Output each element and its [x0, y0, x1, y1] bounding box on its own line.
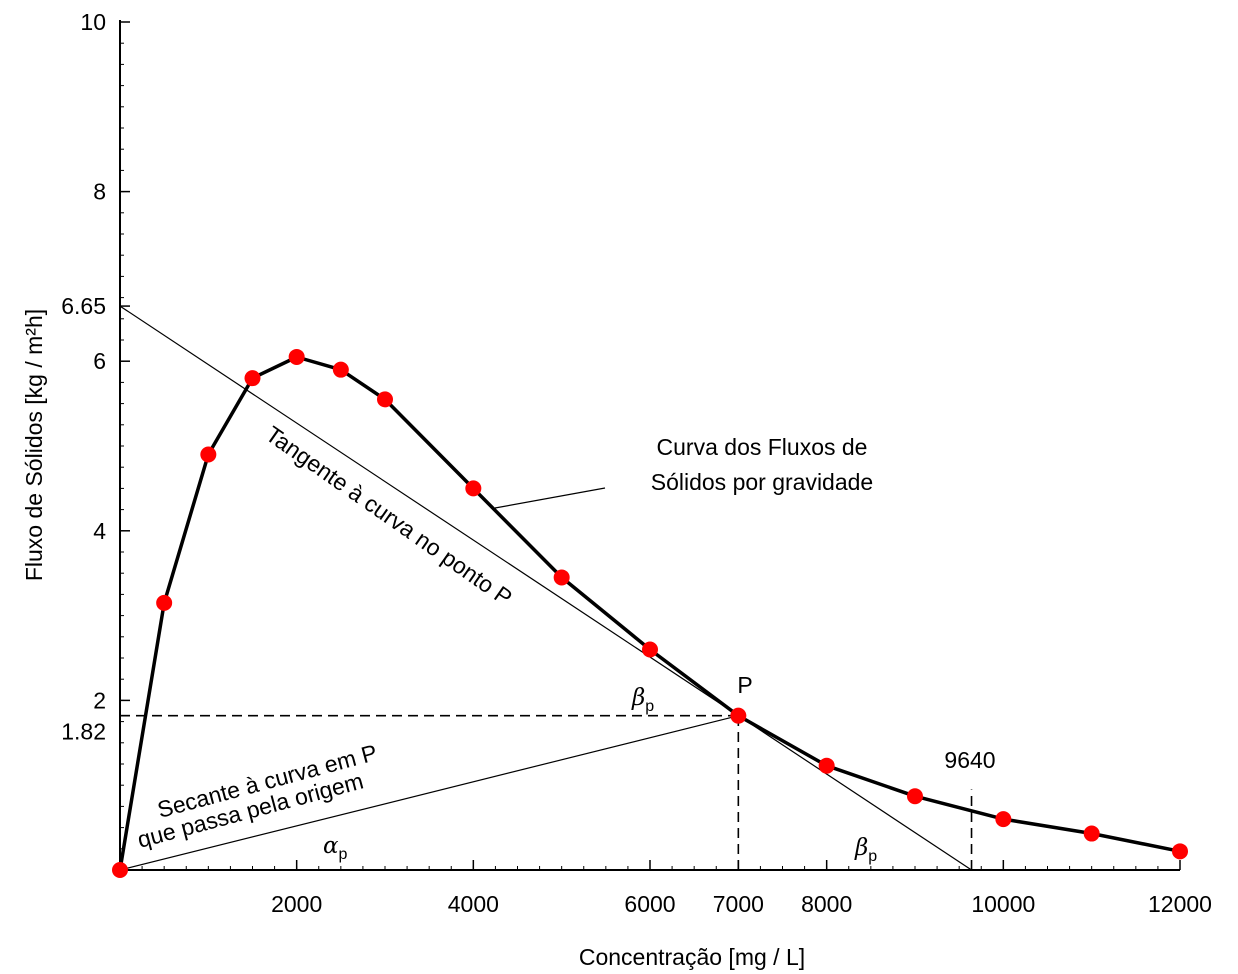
data-point [1083, 825, 1100, 842]
beta-p-label-lower: βp [854, 835, 877, 865]
flux-curve-line [118, 355, 1181, 871]
data-point [112, 862, 128, 878]
x-tick-label: 10000 [971, 891, 1035, 917]
tangent-secant-lines [119, 305, 972, 871]
data-point [377, 391, 393, 408]
x-tick-label: 6000 [624, 891, 675, 917]
y-axis-label: Fluxo de Sólidos [kg / m²h] [21, 309, 47, 581]
data-point [818, 757, 835, 774]
data-points [112, 348, 1188, 878]
y-tick-label: 4 [93, 518, 106, 544]
x-tick-label: 12000 [1148, 891, 1212, 917]
data-point [1172, 843, 1188, 860]
y-tick-label: 1.82 [61, 719, 106, 745]
intercept-9640-label: 9640 [944, 747, 995, 773]
data-point [995, 811, 1012, 828]
data-point [200, 446, 217, 463]
tangent-line [119, 305, 972, 871]
y-tick-label: 6 [93, 348, 106, 374]
data-point [332, 361, 349, 378]
x-axis-label: Concentração [mg / L] [579, 944, 805, 970]
tangent-label: Tangente à curva no ponto P [261, 421, 517, 611]
curve-label-leader [494, 487, 606, 509]
data-point [288, 348, 305, 365]
data-point [553, 569, 570, 586]
curve-label-line1: Curva dos Fluxos de [657, 434, 868, 460]
y-tick-label: 10 [80, 9, 106, 35]
data-point [465, 480, 482, 497]
point-p-label: P [737, 672, 752, 698]
y-tick-label: 6.65 [61, 293, 106, 319]
y-tick-label: 8 [93, 179, 106, 205]
x-tick-label: 2000 [271, 891, 322, 917]
data-point [156, 594, 173, 611]
x-tick-label: 4000 [448, 891, 499, 917]
curve-label-line2: Sólidos por gravidade [651, 469, 873, 495]
data-point [244, 370, 261, 387]
data-point [642, 641, 658, 658]
alpha-p-label: αp [323, 833, 348, 863]
secant-line [119, 715, 739, 871]
flux-curve [118, 355, 1181, 871]
data-point [730, 707, 747, 724]
x-tick-label: 7000 [713, 891, 764, 917]
x-tick-label: 8000 [801, 891, 852, 917]
beta-p-label-upper: βp [631, 685, 654, 715]
dashed-guides [120, 714, 973, 870]
data-point [907, 788, 923, 805]
y-tick-label: 2 [93, 687, 106, 713]
